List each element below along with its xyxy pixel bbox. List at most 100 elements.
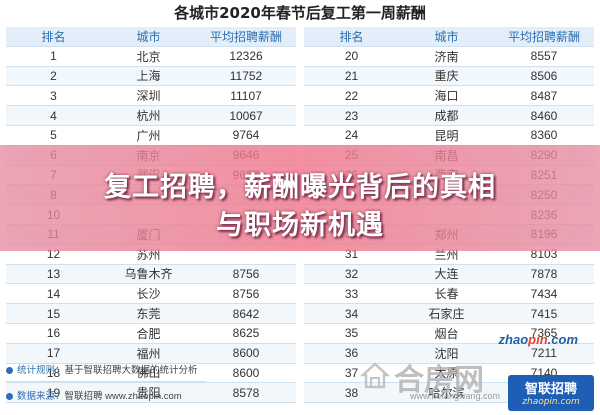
salary-cell: 8460 <box>494 105 594 126</box>
rank-cell: 18 <box>6 363 101 384</box>
column-gap <box>296 244 304 265</box>
zhilian-logo-url: zhaopin.com <box>522 397 580 407</box>
salary-cell: 8557 <box>494 46 594 67</box>
city-cell: 深圳 <box>101 85 196 107</box>
city-cell: 福州 <box>101 343 196 364</box>
rank-cell: 34 <box>304 303 399 324</box>
city-cell: 昆明 <box>399 125 494 146</box>
salary-cell: 7434 <box>494 283 594 305</box>
column-gap <box>296 363 304 383</box>
city-cell: 广州 <box>101 125 196 146</box>
salary-cell: 7365 <box>494 323 594 344</box>
col-header-city-left: 城市 <box>101 27 196 47</box>
rank-cell: 3 <box>6 85 101 107</box>
salary-cell: 8642 <box>196 303 296 324</box>
salary-cell: 8360 <box>494 125 594 146</box>
footer-divider <box>6 381 206 382</box>
salary-cell: 11107 <box>196 85 296 107</box>
table-title: 各城市2020年春节后复工第一周薪酬 <box>174 4 426 22</box>
city-cell: 贵阳 <box>101 382 196 404</box>
salary-cell: 8600 <box>196 363 296 384</box>
table-row: 13 乌鲁木齐 8756 32 大连 7878 <box>6 264 594 285</box>
headline-line-2: 与职场新机遇 <box>216 210 384 241</box>
table-row: 3 深圳 11107 22 海口 8487 <box>6 85 594 107</box>
city-cell: 太原 <box>399 363 494 384</box>
rank-cell: 36 <box>304 343 399 364</box>
city-cell: 乌鲁木齐 <box>101 264 196 285</box>
city-cell: 哈尔滨 <box>399 382 494 404</box>
city-cell: 石家庄 <box>399 303 494 324</box>
zhilian-logo-name: 智联招聘 <box>524 382 577 397</box>
salary-cell: 11752 <box>196 66 296 87</box>
city-cell: 济南 <box>399 46 494 67</box>
headline-line-1: 复工招聘，薪酬曝光背后的真相 <box>104 172 496 203</box>
table-row: 4 杭州 10067 23 成都 8460 <box>6 105 594 126</box>
column-gap <box>296 46 304 67</box>
col-header-salary-left: 平均招聘薪酬 <box>196 27 296 47</box>
zhaopin-pin: pin <box>528 332 548 347</box>
zhaopin-watermark: zhaopin.com <box>499 332 578 347</box>
zhilian-logo: 智联招聘 zhaopin.com <box>508 375 594 411</box>
rank-cell: 14 <box>6 283 101 305</box>
rank-cell: 5 <box>6 125 101 146</box>
bullet-icon <box>6 366 13 374</box>
zhaopin-prefix: zhao <box>498 332 529 347</box>
rank-cell: 15 <box>6 303 101 324</box>
stat-rule-key: 统计规则： <box>17 365 65 376</box>
rank-cell: 19 <box>6 382 101 404</box>
rank-cell: 20 <box>304 46 399 67</box>
column-gap <box>296 303 304 324</box>
city-cell: 东莞 <box>101 303 196 324</box>
city-cell: 重庆 <box>399 66 494 87</box>
table-row: 16 合肥 8625 35 烟台 7365 <box>6 323 594 344</box>
column-gap <box>296 125 304 146</box>
column-gap <box>296 264 304 284</box>
stat-rule-note: 统计规则：基于智联招聘大数据的统计分析 <box>6 362 198 376</box>
city-cell: 合肥 <box>101 323 196 344</box>
column-gap <box>296 343 304 364</box>
rank-cell: 32 <box>304 264 399 285</box>
city-cell: 烟台 <box>399 323 494 344</box>
rank-cell: 22 <box>304 85 399 107</box>
column-gap <box>296 382 304 403</box>
data-source-note: 数据来源：智联招聘 www.zhaopin.com <box>6 388 182 402</box>
table-header-row: 排名 城市 平均招聘薪酬 排名 城市 平均招聘薪酬 <box>6 27 594 47</box>
col-header-salary-right: 平均招聘薪酬 <box>494 27 594 47</box>
house-watermark-url: www.hefangwang.com <box>410 391 501 401</box>
rank-cell: 33 <box>304 283 399 305</box>
city-cell: 佛山 <box>101 363 196 384</box>
table-row: 17 福州 8600 36 沈阳 7211 <box>6 343 594 364</box>
salary-cell: 8756 <box>196 264 296 285</box>
rank-cell: 35 <box>304 323 399 344</box>
rank-cell: 2 <box>6 66 101 87</box>
salary-cell: 8506 <box>494 66 594 87</box>
rank-cell: 17 <box>6 343 101 364</box>
city-cell: 大连 <box>399 264 494 285</box>
city-cell: 长春 <box>399 283 494 305</box>
table-row: 2 上海 11752 21 重庆 8506 <box>6 66 594 87</box>
column-gap <box>296 283 304 304</box>
salary-cell: 7878 <box>494 264 594 285</box>
column-gap <box>296 105 304 126</box>
salary-cell: 10067 <box>196 105 296 126</box>
column-gap <box>296 66 304 86</box>
rank-cell: 24 <box>304 125 399 146</box>
col-header-city-right: 城市 <box>399 27 494 47</box>
column-gap <box>296 323 304 344</box>
salary-cell: 8600 <box>196 343 296 364</box>
city-cell: 成都 <box>399 105 494 126</box>
rank-cell: 16 <box>6 323 101 344</box>
house-watermark: 合房网 <box>394 363 484 398</box>
table-row: 1 北京 12326 20 济南 8557 <box>6 46 594 67</box>
bullet-icon <box>6 392 13 400</box>
col-header-rank-left: 排名 <box>6 27 101 47</box>
city-cell: 海口 <box>399 85 494 107</box>
rank-cell: 1 <box>6 46 101 67</box>
column-gap <box>296 85 304 106</box>
salary-cell: 8578 <box>196 382 296 404</box>
table-row: 5 广州 9764 24 昆明 8360 <box>6 125 594 146</box>
salary-cell: 8756 <box>196 283 296 305</box>
salary-cell: 7415 <box>494 303 594 324</box>
rank-cell: 23 <box>304 105 399 126</box>
salary-cell: 12326 <box>196 46 296 67</box>
